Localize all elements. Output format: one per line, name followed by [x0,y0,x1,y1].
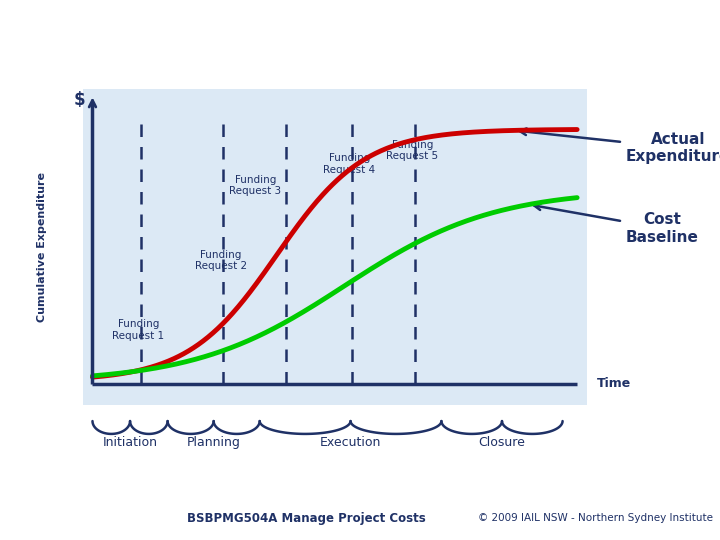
Text: Funding
Request 3: Funding Request 3 [230,174,282,196]
Text: $: $ [73,91,85,109]
Text: Actual
Expenditure: Actual Expenditure [520,129,720,164]
Text: Funding
Request 4: Funding Request 4 [323,153,375,175]
Text: Funding
Request 1: Funding Request 1 [112,319,165,341]
Text: © 2009 IAIL NSW - Northern Sydney Institute: © 2009 IAIL NSW - Northern Sydney Instit… [478,513,713,523]
Text: Cumulative Expenditure: Cumulative Expenditure [37,172,48,322]
Text: BSBPMG504A Manage Project Costs: BSBPMG504A Manage Project Costs [187,512,426,525]
Text: Initiation: Initiation [102,436,158,449]
Text: Funding
Request 2: Funding Request 2 [195,249,247,271]
Text: Time: Time [596,377,631,390]
Text: Closure: Closure [479,436,526,449]
Text: Execution: Execution [320,436,381,449]
Text: Planning: Planning [186,436,240,449]
Text: Typical Expenditure and Funding Patterns: Typical Expenditure and Funding Patterns [32,31,688,58]
Text: Cost
Baseline: Cost Baseline [534,204,698,245]
Text: Funding
Request 5: Funding Request 5 [386,140,438,161]
